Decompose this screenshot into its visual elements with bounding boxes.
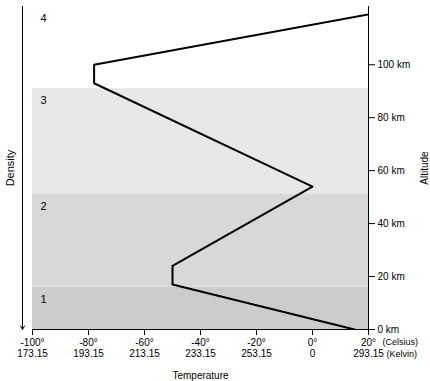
svg-text:4: 4 <box>41 12 47 24</box>
svg-text:60 km: 60 km <box>378 165 405 176</box>
svg-text:(Kelvin): (Kelvin) <box>387 349 418 359</box>
svg-text:100 km: 100 km <box>378 59 411 70</box>
svg-text:Density: Density <box>4 149 16 186</box>
svg-text:Altitude: Altitude <box>419 151 430 185</box>
svg-text:173.15: 173.15 <box>17 348 48 359</box>
svg-text:20 km: 20 km <box>378 271 405 282</box>
svg-text:Temperature: Temperature <box>172 370 229 381</box>
svg-text:80 km: 80 km <box>378 112 405 123</box>
svg-text:1: 1 <box>41 293 47 305</box>
svg-text:2: 2 <box>41 200 47 212</box>
svg-text:193.15: 193.15 <box>73 348 104 359</box>
svg-text:20°: 20° <box>361 337 376 348</box>
svg-text:0°: 0° <box>308 337 318 348</box>
svg-text:(Celsius): (Celsius) <box>383 337 419 347</box>
svg-text:-60°: -60° <box>135 337 153 348</box>
svg-text:253.15: 253.15 <box>241 348 272 359</box>
svg-text:0: 0 <box>310 348 316 359</box>
svg-text:3: 3 <box>41 94 47 106</box>
svg-text:-20°: -20° <box>247 337 265 348</box>
svg-text:293.15: 293.15 <box>353 348 384 359</box>
svg-text:213.15: 213.15 <box>129 348 160 359</box>
svg-text:-40°: -40° <box>191 337 209 348</box>
svg-text:0 km: 0 km <box>378 324 400 335</box>
svg-text:-100°: -100° <box>20 337 44 348</box>
svg-text:-80°: -80° <box>79 337 97 348</box>
svg-text:233.15: 233.15 <box>185 348 216 359</box>
svg-text:40 km: 40 km <box>378 218 405 229</box>
